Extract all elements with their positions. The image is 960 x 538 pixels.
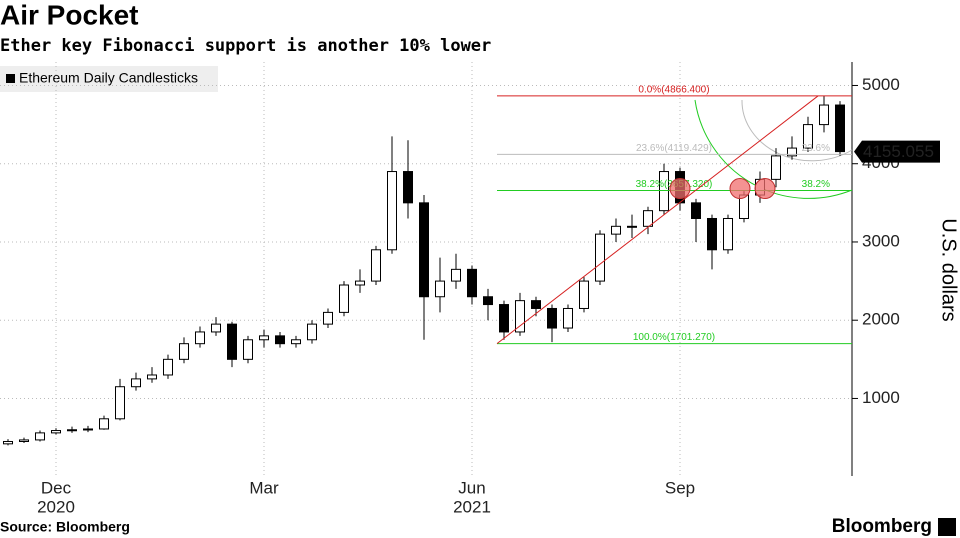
candle-body (195, 331, 205, 345)
candle-body (547, 307, 557, 329)
x-year-label: 2020 (37, 497, 75, 516)
x-tick-label: Dec (41, 478, 72, 497)
candle-body (19, 439, 29, 442)
candle-body (307, 323, 317, 341)
candle-body (659, 171, 669, 212)
candle-body (579, 280, 589, 309)
last-price-label: 4155.055 (863, 142, 934, 161)
y-tick-label: 3000 (862, 231, 900, 250)
candle-body (419, 202, 429, 298)
candle-body (259, 335, 269, 341)
candle-body (83, 428, 93, 431)
candle-body (531, 300, 541, 309)
fib-label: 100.0%(1701.270) (633, 332, 715, 343)
candle-body (563, 307, 573, 329)
legend-swatch (6, 74, 15, 83)
candle-body (435, 280, 445, 298)
trend-line (496, 95, 819, 344)
chart-subtitle: Ether key Fibonacci support is another 1… (0, 36, 491, 56)
candle-body (211, 323, 221, 333)
y-axis-label: U.S. dollars (938, 218, 960, 321)
candle-body (515, 300, 525, 333)
candle-body (483, 296, 493, 306)
fib-label: 0.0%(4866.400) (638, 85, 709, 96)
last-price-box (854, 140, 940, 163)
candle-body (467, 268, 477, 298)
candle-body (163, 358, 173, 376)
candle-body (179, 343, 189, 360)
candle-body (707, 217, 717, 251)
candle-body (51, 430, 61, 434)
candle-body (643, 210, 653, 227)
y-tick-label: 1000 (862, 388, 900, 407)
brand: Bloomberg (832, 516, 932, 537)
candle-body (67, 429, 77, 432)
candle-body (627, 225, 637, 228)
candle-body (387, 171, 397, 251)
highlight-circle (669, 178, 691, 200)
candle-body (723, 217, 733, 251)
source: Source: Bloomberg (0, 519, 130, 535)
fib-label: 23.6%(4119.429) (636, 143, 712, 154)
candle-body (323, 311, 333, 325)
candle-body (243, 339, 253, 360)
x-tick-label: Mar (249, 478, 279, 497)
brand-icon (938, 518, 956, 536)
fib-right-label: 23.6% (802, 143, 830, 154)
candle-body (227, 323, 237, 360)
candle-body (403, 171, 413, 204)
candle-body (147, 374, 157, 380)
candle-body (835, 104, 845, 153)
y-tick-label: 5000 (862, 75, 900, 94)
candle-body (99, 418, 109, 430)
candle-body (803, 124, 813, 149)
x-year-label: 2021 (453, 497, 491, 516)
candle-body (275, 335, 285, 345)
fib-right-label: 38.2% (802, 179, 830, 190)
highlight-circle (729, 178, 751, 200)
legend-label: Ethereum Daily Candlesticks (19, 70, 198, 86)
candle-body (451, 268, 461, 282)
chart-title: Air Pocket (0, 0, 139, 30)
candle-body (499, 304, 509, 333)
candle-body (819, 104, 829, 126)
candle-body (291, 339, 301, 345)
candle-body (131, 378, 141, 388)
candle-body (691, 202, 701, 219)
candle-body (35, 432, 45, 441)
legend-box (0, 66, 218, 92)
highlight-circle (754, 178, 776, 200)
candle-body (611, 225, 621, 235)
candle-body (115, 386, 125, 420)
y-tick-label: 2000 (862, 310, 900, 329)
candle-body (371, 249, 381, 282)
candle-body (787, 147, 797, 157)
candle-body (355, 280, 365, 286)
candle-body (771, 155, 781, 180)
candle-body (595, 233, 605, 282)
fib-arc (694, 99, 853, 199)
fib-arc (741, 99, 853, 162)
x-tick-label: Jun (458, 478, 485, 497)
candle-body (339, 284, 349, 313)
x-tick-label: Sep (665, 478, 695, 497)
candle-body (3, 440, 13, 445)
